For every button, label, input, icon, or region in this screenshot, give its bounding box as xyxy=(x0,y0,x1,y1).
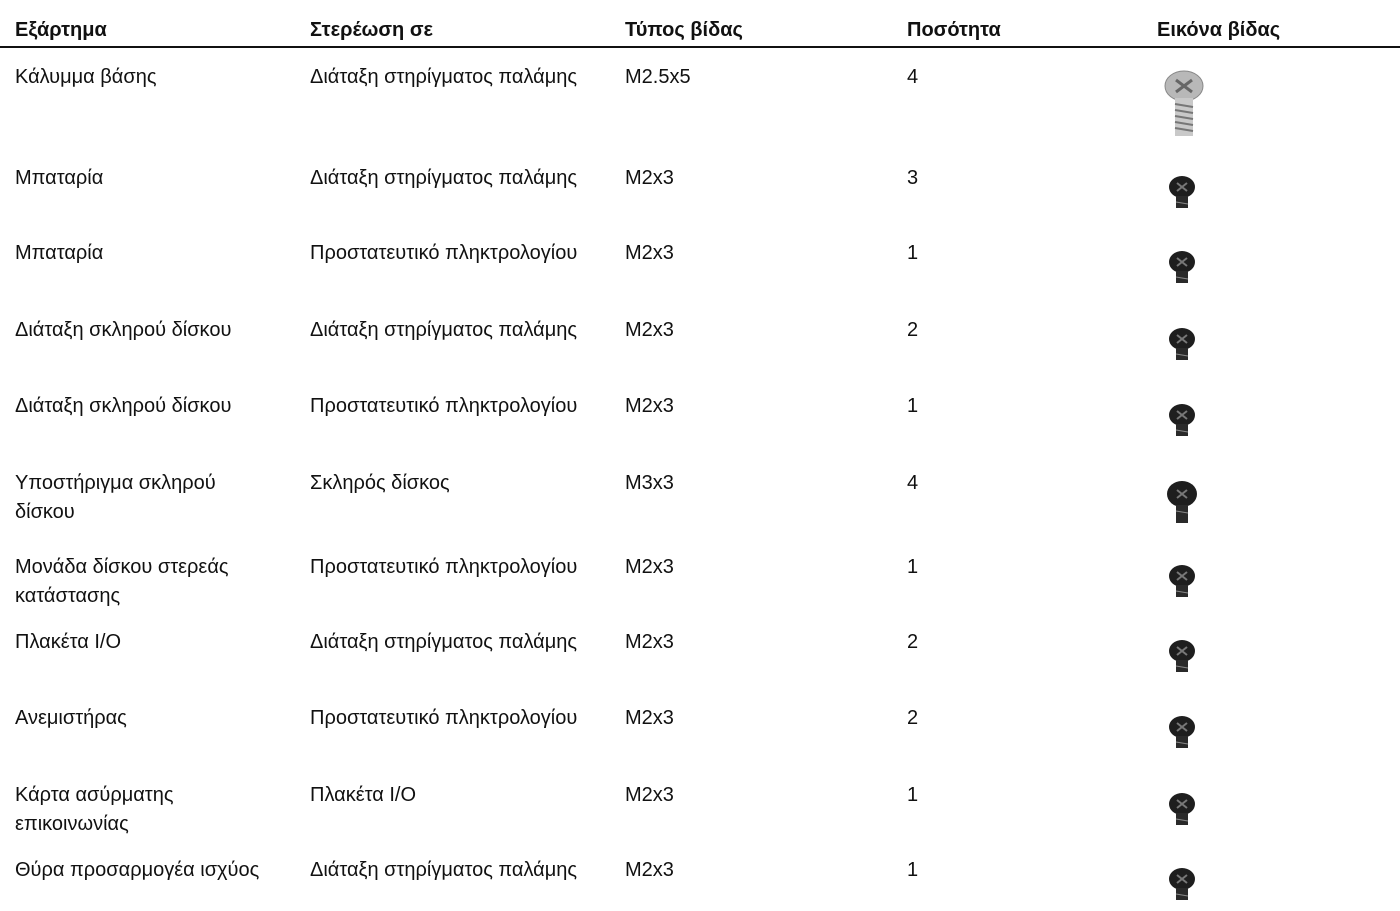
fastened-to: Πλακέτα I/O xyxy=(310,781,610,810)
screw-image xyxy=(1162,864,1202,906)
component: Μπαταρία xyxy=(15,164,275,193)
screw-type: M2x3 xyxy=(625,553,895,582)
column-header: Εξάρτημα xyxy=(15,16,295,45)
fastened-to: Διάταξη στηρίγματος παλάμης xyxy=(310,856,610,885)
quantity: 2 xyxy=(907,704,1147,733)
screw-image xyxy=(1162,477,1202,527)
quantity: 1 xyxy=(907,856,1147,885)
screw-type: M2.5x5 xyxy=(625,63,895,92)
fastened-to: Προστατευτικό πληκτρολογίου xyxy=(310,704,610,733)
page: (() => { const data = JSON.parse(documen… xyxy=(0,0,1400,911)
screw-type: M2x3 xyxy=(625,704,895,733)
quantity: 1 xyxy=(907,553,1147,582)
component: Υποστήριγμα σκληρού δίσκου xyxy=(15,469,275,527)
quantity: 2 xyxy=(907,316,1147,345)
fastened-to: Σκληρός δίσκος xyxy=(310,469,610,498)
quantity: 1 xyxy=(907,392,1147,421)
screw-image xyxy=(1162,172,1202,214)
fastened-to: Προστατευτικό πληκτρολογίου xyxy=(310,553,610,582)
screw-image xyxy=(1162,68,1206,140)
screw-image xyxy=(1162,789,1202,831)
component: Πλακέτα I/O xyxy=(15,628,275,657)
quantity: 4 xyxy=(907,469,1147,498)
screw-image xyxy=(1162,636,1202,678)
screw-type: M2x3 xyxy=(625,392,895,421)
screw-type: M2x3 xyxy=(625,239,895,268)
quantity: 3 xyxy=(907,164,1147,193)
component: Μονάδα δίσκου στερεάς κατάστασης xyxy=(15,553,275,611)
quantity: 1 xyxy=(907,781,1147,810)
fastened-to: Διάταξη στηρίγματος παλάμης xyxy=(310,316,610,345)
screw-image xyxy=(1162,561,1202,603)
fastened-to: Διάταξη στηρίγματος παλάμης xyxy=(310,164,610,193)
component: Μπαταρία xyxy=(15,239,275,268)
column-header: Τύπος βίδας xyxy=(625,16,895,45)
component: Διάταξη σκληρού δίσκου xyxy=(15,392,275,421)
column-header: Στερέωση σε xyxy=(310,16,610,45)
screw-image xyxy=(1162,712,1202,754)
fastened-to: Διάταξη στηρίγματος παλάμης xyxy=(310,63,610,92)
quantity: 2 xyxy=(907,628,1147,657)
fastened-to: Προστατευτικό πληκτρολογίου xyxy=(310,239,610,268)
column-header: Εικόνα βίδας xyxy=(1157,16,1397,45)
component: Θύρα προσαρμογέα ισχύος xyxy=(15,856,275,885)
screw-image xyxy=(1162,324,1202,366)
screw-type: M2x3 xyxy=(625,164,895,193)
screw-type: M2x3 xyxy=(625,781,895,810)
screw-image xyxy=(1162,247,1202,289)
component: Διάταξη σκληρού δίσκου xyxy=(15,316,275,345)
screw-type: M3x3 xyxy=(625,469,895,498)
header-rule xyxy=(0,46,1400,48)
fastened-to: Προστατευτικό πληκτρολογίου xyxy=(310,392,610,421)
quantity: 4 xyxy=(907,63,1147,92)
screw-type: M2x3 xyxy=(625,628,895,657)
component: Κάλυμμα βάσης xyxy=(15,63,275,92)
quantity: 1 xyxy=(907,239,1147,268)
screw-type: M2x3 xyxy=(625,856,895,885)
screw-image xyxy=(1162,400,1202,442)
fastened-to: Διάταξη στηρίγματος παλάμης xyxy=(310,628,610,657)
component: Κάρτα ασύρματης επικοινωνίας xyxy=(15,781,275,839)
column-header: Ποσότητα xyxy=(907,16,1147,45)
screw-type: M2x3 xyxy=(625,316,895,345)
component: Ανεμιστήρας xyxy=(15,704,275,733)
